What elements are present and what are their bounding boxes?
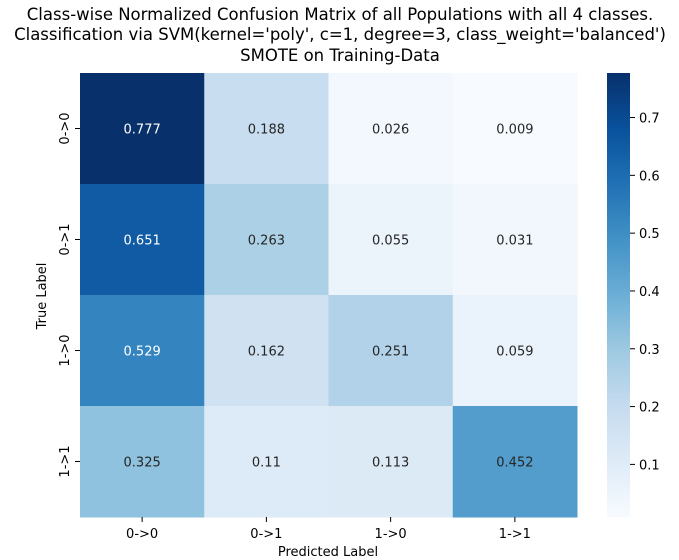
x-tick-label: 0->0 — [126, 527, 158, 542]
x-axis-ticks: 0->0 0->1 1->0 1->1 — [126, 517, 531, 542]
cell-value-label: 0.263 — [248, 234, 285, 249]
chart-title-line-2: Classification via SVM(kernel='poly', c=… — [14, 25, 666, 45]
cell-value-label: 0.031 — [496, 234, 533, 249]
y-tick-label: 1->0 — [58, 334, 73, 366]
heatmap-cell — [80, 295, 205, 407]
x-tick-label: 0->1 — [250, 527, 282, 542]
y-axis-ticks: 0->0 0->1 1->0 1->1 — [58, 112, 80, 478]
cell-value-label: 0.026 — [372, 123, 409, 138]
heatmap-cell — [452, 406, 578, 518]
colorbar-tick-label: 0.3 — [639, 343, 660, 358]
heatmap-cell — [328, 295, 454, 407]
heatmap-cell — [80, 406, 205, 518]
heatmap-cell — [204, 73, 329, 185]
colorbar — [607, 73, 630, 517]
colorbar-tick-label: 0.6 — [639, 169, 660, 184]
cell-value-label: 0.188 — [248, 123, 285, 138]
cell-value-label: 0.452 — [496, 456, 533, 471]
cell-value-label: 0.059 — [496, 345, 533, 360]
heatmap-cell — [328, 184, 454, 296]
heatmap-cell — [204, 184, 329, 296]
heatmap-cell — [452, 184, 578, 296]
cell-value-label: 0.055 — [372, 234, 409, 249]
cell-value-label: 0.009 — [496, 123, 533, 138]
heatmap-cell — [204, 406, 329, 518]
colorbar-tick-label: 0.2 — [639, 401, 660, 416]
x-tick-label: 1->1 — [499, 527, 531, 542]
heatmap-cells: 0.777 0.188 0.026 0.009 0.651 0.263 0.055 0.031… — [80, 73, 578, 518]
heatmap-cell — [452, 73, 578, 185]
colorbar-tick-label: 0.5 — [639, 227, 660, 242]
colorbar-ticks: 0.1 0.2 0.3 0.4 0.5 0.6 0.7 — [630, 112, 660, 473]
y-axis-label: True Label — [35, 263, 50, 331]
colorbar-tick-label: 0.1 — [639, 458, 660, 473]
heatmap-cell — [452, 295, 578, 407]
heatmap-cell — [328, 406, 454, 518]
y-tick-label: 1->1 — [58, 445, 73, 477]
cell-value-label: 0.529 — [124, 345, 161, 360]
colorbar-tick-label: 0.4 — [639, 285, 660, 300]
cell-value-label: 0.162 — [248, 345, 285, 360]
x-tick-label: 1->0 — [375, 527, 407, 542]
chart-title-line-1: Class-wise Normalized Confusion Matrix o… — [27, 5, 653, 24]
heatmap-cell — [80, 184, 205, 296]
y-tick-label: 0->0 — [58, 112, 73, 144]
chart-title-line-3: SMOTE on Training-Data — [240, 46, 440, 65]
cell-value-label: 0.113 — [372, 456, 409, 471]
x-axis-label: Predicted Label — [278, 545, 378, 560]
heatmap-cell — [80, 73, 205, 185]
colorbar-tick-label: 0.7 — [639, 112, 660, 127]
cell-value-label: 0.777 — [124, 123, 161, 138]
heatmap-cell — [204, 295, 329, 407]
cell-value-label: 0.251 — [372, 345, 409, 360]
cell-value-label: 0.11 — [252, 456, 281, 471]
heatmap-cell — [328, 73, 454, 185]
cell-value-label: 0.651 — [124, 234, 161, 249]
cell-value-label: 0.325 — [124, 456, 161, 471]
y-tick-label: 0->1 — [58, 223, 73, 255]
